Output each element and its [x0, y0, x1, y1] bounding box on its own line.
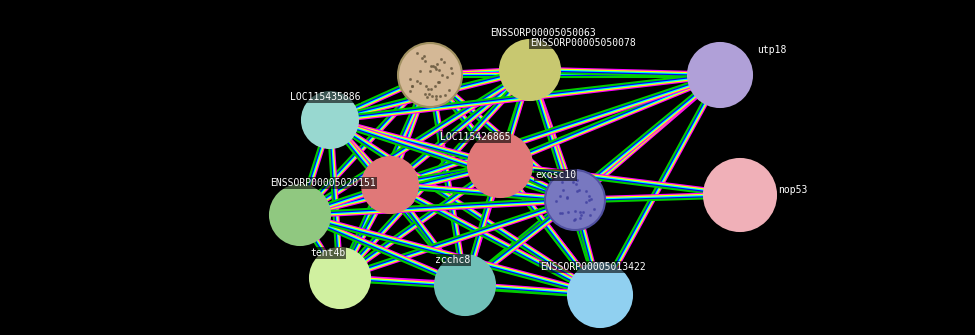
- Circle shape: [500, 40, 560, 100]
- Circle shape: [362, 157, 418, 213]
- Text: LOC115435886: LOC115435886: [290, 92, 361, 102]
- Text: exosc10: exosc10: [535, 170, 576, 180]
- Circle shape: [435, 255, 495, 315]
- Circle shape: [302, 92, 358, 148]
- Text: tent4b: tent4b: [310, 248, 345, 258]
- Text: LOC115426865: LOC115426865: [440, 132, 511, 142]
- Circle shape: [568, 263, 632, 327]
- Text: zcchc8: zcchc8: [435, 255, 470, 265]
- Circle shape: [398, 43, 462, 107]
- Circle shape: [310, 248, 370, 308]
- Text: nop53: nop53: [778, 185, 807, 195]
- Circle shape: [270, 185, 330, 245]
- Circle shape: [688, 43, 752, 107]
- Text: ENSSORP00005020151: ENSSORP00005020151: [270, 178, 375, 188]
- Circle shape: [545, 170, 605, 230]
- Text: ENSSORP00005050078: ENSSORP00005050078: [530, 38, 636, 48]
- Text: ENSSORP00005013422: ENSSORP00005013422: [540, 262, 645, 272]
- Circle shape: [704, 159, 776, 231]
- Circle shape: [468, 133, 532, 197]
- Text: utp18: utp18: [757, 45, 787, 55]
- Text: ENSSORP00005050063: ENSSORP00005050063: [490, 28, 596, 38]
